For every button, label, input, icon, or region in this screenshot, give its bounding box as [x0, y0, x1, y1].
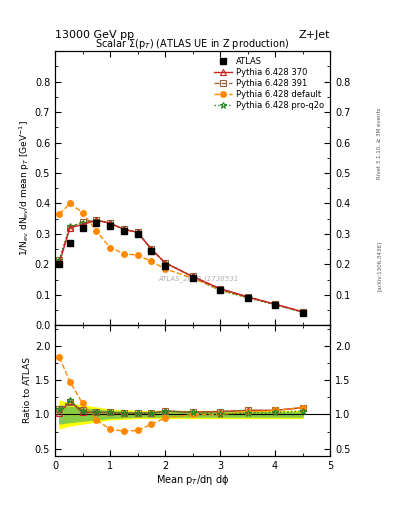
- Pythia 6.428 370: [218, 286, 222, 292]
- ATLAS: [80, 225, 85, 231]
- Pythia 6.428 pro-q2o: [273, 302, 277, 308]
- ATLAS: [190, 275, 195, 281]
- ATLAS: [163, 263, 167, 269]
- Pythia 6.428 pro-q2o: [94, 217, 99, 223]
- Text: [arXiv:1306.3436]: [arXiv:1306.3436]: [377, 241, 382, 291]
- ATLAS: [245, 295, 250, 302]
- Pythia 6.428 370: [80, 222, 85, 228]
- ATLAS: [218, 287, 222, 293]
- Pythia 6.428 default: [245, 294, 250, 301]
- Pythia 6.428 391: [190, 273, 195, 280]
- Pythia 6.428 default: [273, 301, 277, 307]
- Pythia 6.428 default: [300, 309, 305, 315]
- Pythia 6.428 pro-q2o: [218, 287, 222, 293]
- Pythia 6.428 370: [149, 246, 154, 252]
- Y-axis label: 1/N$_{ev}$ dN$_{ev}$/d mean p$_T$ [GeV$^{-1}$]: 1/N$_{ev}$ dN$_{ev}$/d mean p$_T$ [GeV$^…: [18, 120, 32, 256]
- Pythia 6.428 370: [163, 260, 167, 266]
- Y-axis label: Ratio to ATLAS: Ratio to ATLAS: [23, 357, 32, 423]
- Pythia 6.428 391: [94, 217, 99, 223]
- Pythia 6.428 370: [57, 260, 62, 266]
- Pythia 6.428 pro-q2o: [57, 257, 62, 263]
- Pythia 6.428 391: [149, 246, 154, 252]
- Pythia 6.428 pro-q2o: [135, 229, 140, 236]
- Pythia 6.428 default: [135, 252, 140, 258]
- Pythia 6.428 370: [94, 217, 99, 223]
- Line: Pythia 6.428 391: Pythia 6.428 391: [57, 218, 305, 314]
- Line: Pythia 6.428 default: Pythia 6.428 default: [57, 201, 305, 314]
- Pythia 6.428 391: [218, 286, 222, 292]
- Pythia 6.428 391: [68, 225, 72, 231]
- Pythia 6.428 370: [121, 226, 126, 232]
- ATLAS: [273, 303, 277, 309]
- ATLAS: [68, 240, 72, 246]
- ATLAS: [121, 228, 126, 234]
- Text: ATLAS_2019_I1736531: ATLAS_2019_I1736531: [158, 275, 238, 282]
- Pythia 6.428 default: [108, 245, 112, 251]
- Pythia 6.428 370: [135, 229, 140, 236]
- X-axis label: Mean p$_T$/dη dϕ: Mean p$_T$/dη dϕ: [156, 473, 229, 487]
- Pythia 6.428 391: [121, 226, 126, 232]
- Pythia 6.428 default: [218, 287, 222, 293]
- Pythia 6.428 pro-q2o: [245, 295, 250, 301]
- Pythia 6.428 default: [121, 250, 126, 257]
- Text: Rivet 3.1.10, ≥ 3M events: Rivet 3.1.10, ≥ 3M events: [377, 108, 382, 179]
- Pythia 6.428 default: [163, 266, 167, 272]
- Pythia 6.428 370: [108, 220, 112, 226]
- Pythia 6.428 370: [68, 225, 72, 231]
- Pythia 6.428 391: [245, 294, 250, 300]
- Pythia 6.428 391: [135, 229, 140, 236]
- Pythia 6.428 391: [300, 309, 305, 315]
- Pythia 6.428 370: [300, 309, 305, 315]
- Pythia 6.428 370: [273, 301, 277, 307]
- Pythia 6.428 default: [68, 200, 72, 206]
- Pythia 6.428 pro-q2o: [80, 220, 85, 226]
- Pythia 6.428 pro-q2o: [121, 226, 126, 232]
- Pythia 6.428 391: [80, 219, 85, 225]
- Pythia 6.428 default: [57, 211, 62, 217]
- ATLAS: [149, 247, 154, 253]
- Pythia 6.428 391: [108, 220, 112, 226]
- Title: Scalar Σ(p$_T$) (ATLAS UE in Z production): Scalar Σ(p$_T$) (ATLAS UE in Z productio…: [95, 37, 290, 51]
- ATLAS: [94, 220, 99, 226]
- Pythia 6.428 370: [190, 273, 195, 280]
- Pythia 6.428 pro-q2o: [108, 220, 112, 226]
- Pythia 6.428 370: [245, 294, 250, 300]
- Pythia 6.428 default: [94, 228, 99, 234]
- Legend: ATLAS, Pythia 6.428 370, Pythia 6.428 391, Pythia 6.428 default, Pythia 6.428 pr: ATLAS, Pythia 6.428 370, Pythia 6.428 39…: [212, 55, 326, 112]
- Pythia 6.428 391: [57, 257, 62, 263]
- Line: ATLAS: ATLAS: [56, 220, 306, 316]
- Text: Z+Jet: Z+Jet: [299, 30, 330, 40]
- Pythia 6.428 391: [163, 260, 167, 266]
- Pythia 6.428 pro-q2o: [163, 260, 167, 266]
- ATLAS: [135, 231, 140, 237]
- Pythia 6.428 default: [190, 275, 195, 281]
- Text: 13000 GeV pp: 13000 GeV pp: [55, 30, 134, 40]
- ATLAS: [57, 261, 62, 267]
- Pythia 6.428 pro-q2o: [300, 309, 305, 315]
- Line: Pythia 6.428 pro-q2o: Pythia 6.428 pro-q2o: [56, 217, 306, 316]
- Pythia 6.428 pro-q2o: [149, 246, 154, 252]
- Pythia 6.428 default: [149, 258, 154, 264]
- Pythia 6.428 default: [80, 209, 85, 216]
- Pythia 6.428 pro-q2o: [190, 273, 195, 280]
- ATLAS: [108, 223, 112, 229]
- Line: Pythia 6.428 370: Pythia 6.428 370: [57, 218, 305, 314]
- Pythia 6.428 391: [273, 301, 277, 307]
- ATLAS: [300, 310, 305, 316]
- Pythia 6.428 pro-q2o: [68, 223, 72, 229]
